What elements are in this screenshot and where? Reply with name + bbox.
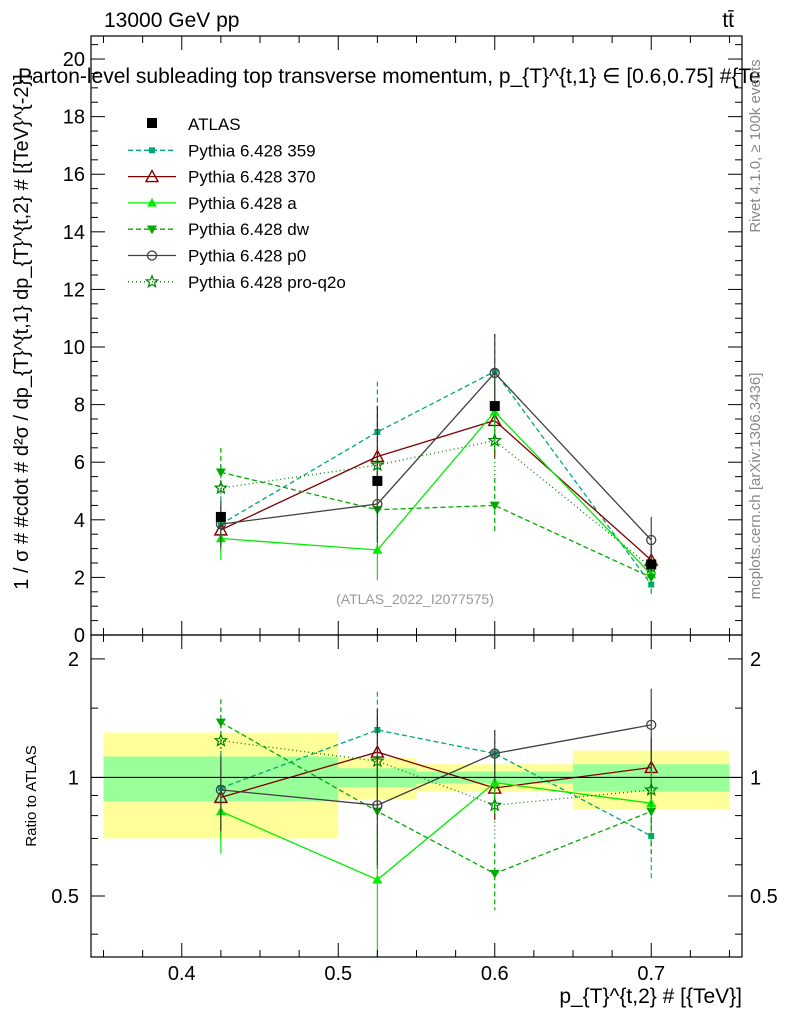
- series-line-main: [220, 370, 652, 585]
- data-point-marker: [489, 869, 500, 879]
- series-line-main: [220, 410, 652, 575]
- legend-label-atlas: ATLAS: [188, 115, 241, 134]
- main-y-tick-label: 2: [74, 567, 85, 589]
- data-point-marker: [489, 748, 500, 759]
- legend-label: Pythia 6.428 359: [188, 141, 316, 160]
- data-series-atlas: [215, 401, 657, 570]
- energy-label: 13000 GeV pp: [104, 9, 239, 32]
- x-tick-label: 0.6: [481, 963, 509, 985]
- data-point-marker: [213, 480, 229, 495]
- data-point-marker: [487, 432, 503, 447]
- ratio-y-tick-label-right: 0.5: [750, 886, 778, 908]
- data-point-marker: [215, 784, 227, 796]
- main-y-tick-label: 0: [74, 625, 85, 647]
- legend-label: Pythia 6.428 pro-q2o: [188, 273, 346, 292]
- data-point-marker: [147, 118, 157, 128]
- x-tick-label: 0.7: [637, 963, 665, 985]
- data-point-marker: [372, 874, 383, 884]
- data-point-marker: [147, 197, 157, 207]
- main-y-tick-label: 18: [63, 107, 85, 129]
- main-y-tick-label: 12: [63, 279, 85, 301]
- data-point-marker: [372, 545, 383, 554]
- series-line-ratio: [220, 782, 652, 881]
- data-point-marker: [489, 367, 500, 379]
- x-tick-label: 0.4: [168, 963, 196, 985]
- x-axis-label: p_{T}^{t,2} # [{TeV}]: [559, 985, 742, 1008]
- data-point-marker: [149, 147, 155, 154]
- data-point-marker: [146, 250, 158, 261]
- series-line-ratio: [220, 721, 652, 875]
- data-point-marker: [370, 744, 385, 758]
- ratio-uncertainty-bands: [103, 732, 730, 839]
- legend-label: Pythia 6.428 a: [188, 194, 297, 213]
- data-point-marker: [370, 457, 385, 472]
- series-4: [215, 334, 657, 865]
- series-line-main: [220, 419, 652, 561]
- main-y-tick-label: 10: [63, 337, 85, 359]
- series-line-main: [220, 471, 652, 578]
- data-point-marker: [147, 225, 157, 235]
- analysis-watermark: (ATLAS_2022_I2077575): [336, 591, 494, 607]
- data-point-marker: [487, 797, 503, 812]
- legend-label: Pythia 6.428 dw: [188, 220, 310, 239]
- main-y-axis-label: 1 / σ # #cdot # d²σ / dp_{T}^{t,1} dp_{T…: [11, 74, 33, 589]
- main-y-tick-label: 20: [63, 49, 85, 71]
- data-point-marker: [215, 468, 226, 478]
- legend: ATLAS Pythia 6.428 359 Pythia 6.428 370 Pyt…: [128, 115, 346, 292]
- data-point-marker: [646, 559, 657, 570]
- ratio-y-tick-label: 2: [68, 649, 79, 671]
- data-point-marker: [372, 475, 383, 486]
- data-point-marker: [144, 274, 160, 289]
- data-point-marker: [489, 401, 500, 412]
- series-line-ratio: [220, 740, 652, 806]
- series-layer: [213, 334, 659, 957]
- ratio-y-tick-label-right: 1: [750, 767, 761, 789]
- series-line-main: [220, 371, 652, 541]
- main-y-tick-label: 6: [74, 452, 85, 474]
- data-point-marker: [215, 718, 226, 728]
- series-line-ratio: [220, 729, 652, 837]
- rivet-label: Rivet 4.1.0, ≥ 100k events: [747, 59, 764, 232]
- ratio-y-tick-label: 0.5: [51, 886, 79, 908]
- main-y-tick-label: 8: [74, 395, 85, 417]
- ratio-y-tick-label: 1: [68, 767, 79, 789]
- data-point-marker: [646, 573, 657, 583]
- x-tick-label: 0.5: [324, 963, 352, 985]
- data-point-marker: [646, 807, 657, 817]
- process-label: tt̄: [722, 9, 734, 32]
- plot-title: Parton-level subleading top transverse m…: [18, 65, 761, 88]
- ratio-y-axis-label: Ratio to ATLAS: [23, 745, 40, 846]
- main-y-tick-label: 14: [63, 222, 85, 244]
- series-2: [215, 374, 657, 957]
- main-y-tick-label: 4: [74, 510, 85, 532]
- data-point-marker: [370, 448, 385, 463]
- main-y-tick-label: 16: [63, 164, 85, 186]
- data-point-marker: [215, 511, 226, 522]
- data-point-marker: [643, 782, 659, 797]
- data-point-marker: [489, 501, 500, 511]
- legend-label: Pythia 6.428 p0: [188, 247, 306, 266]
- data-point-marker: [370, 753, 385, 768]
- data-point-marker: [144, 169, 160, 183]
- legend-label: Pythia 6.428 370: [188, 168, 316, 187]
- ratio-y-tick-label-right: 2: [750, 649, 761, 671]
- data-point-marker: [646, 534, 657, 546]
- data-point-marker: [213, 733, 229, 747]
- mcplots-label: mcplots.cern.ch [arXiv:1306.3436]: [747, 373, 764, 600]
- data-point-marker: [646, 719, 657, 731]
- series-line-ratio: [220, 724, 652, 806]
